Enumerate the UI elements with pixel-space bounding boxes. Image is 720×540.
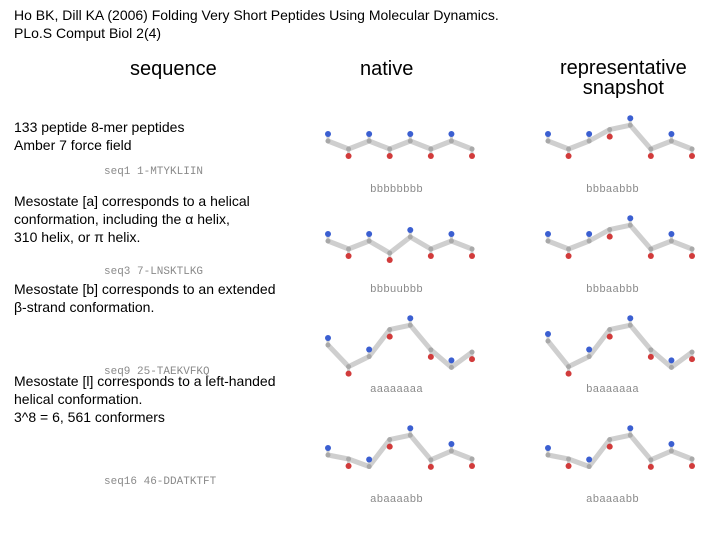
text-b1-l2: Amber 7 force field (14, 136, 184, 154)
text-block-3: Mesostate [b] corresponds to an extended… (14, 280, 276, 316)
text-block-1: 133 peptide 8-mer peptides Amber 7 force… (14, 118, 184, 154)
text-block-4: Mesostate [l] corresponds to a left-hand… (14, 372, 275, 427)
text-b2-l3: 310 helix, or π helix. (14, 228, 250, 246)
native-molecule (320, 310, 480, 385)
text-block-2: Mesostate [a] corresponds to a helical c… (14, 192, 250, 247)
native-molecule (320, 210, 480, 285)
snapshot-conf-label: abaaaabb (586, 494, 639, 506)
native-conf-label: bbbuubbb (370, 284, 423, 296)
col-header-sequence: sequence (130, 58, 217, 81)
text-b1-l1: 133 peptide 8-mer peptides (14, 118, 184, 136)
snapshot-molecule (540, 420, 700, 495)
text-b2-l1: Mesostate [a] corresponds to a helical (14, 192, 250, 210)
seq-label: seq9 25-TAEKVFKQ (104, 366, 210, 378)
text-b3-l1: Mesostate [b] corresponds to an extended (14, 280, 276, 298)
snapshot-conf-label: bbbaabbb (586, 184, 639, 196)
citation-line2: PLo.S Comput Biol 2(4) (14, 24, 499, 42)
native-molecule (320, 110, 480, 185)
col-header-snapshot-l1: representative (560, 58, 687, 78)
snapshot-molecule (540, 310, 700, 385)
native-molecule (320, 420, 480, 495)
citation-block: Ho BK, Dill KA (2006) Folding Very Short… (14, 6, 499, 42)
citation-line1: Ho BK, Dill KA (2006) Folding Very Short… (14, 6, 499, 24)
text-b4-l3: 3^8 = 6, 561 conformers (14, 408, 275, 426)
seq-label: seq3 7-LNSKTLKG (104, 266, 203, 278)
seq-label: seq16 46-DDATKTFT (104, 476, 216, 488)
native-conf-label: abaaaabb (370, 494, 423, 506)
text-b4-l2: helical conformation. (14, 390, 275, 408)
text-b3-l2: β-strand conformation. (14, 298, 276, 316)
text-b2-l2: conformation, including the α helix, (14, 210, 250, 228)
snapshot-molecule (540, 110, 700, 185)
snapshot-molecule (540, 210, 700, 285)
native-conf-label: bbbbbbbb (370, 184, 423, 196)
col-header-snapshot: representative snapshot (560, 58, 687, 98)
col-header-snapshot-l2: snapshot (560, 78, 687, 98)
native-conf-label: aaaaaaaa (370, 384, 423, 396)
snapshot-conf-label: bbbaabbb (586, 284, 639, 296)
seq-label: seq1 1-MTYKLIIN (104, 166, 203, 178)
col-header-native: native (360, 58, 413, 81)
snapshot-conf-label: baaaaaaa (586, 384, 639, 396)
